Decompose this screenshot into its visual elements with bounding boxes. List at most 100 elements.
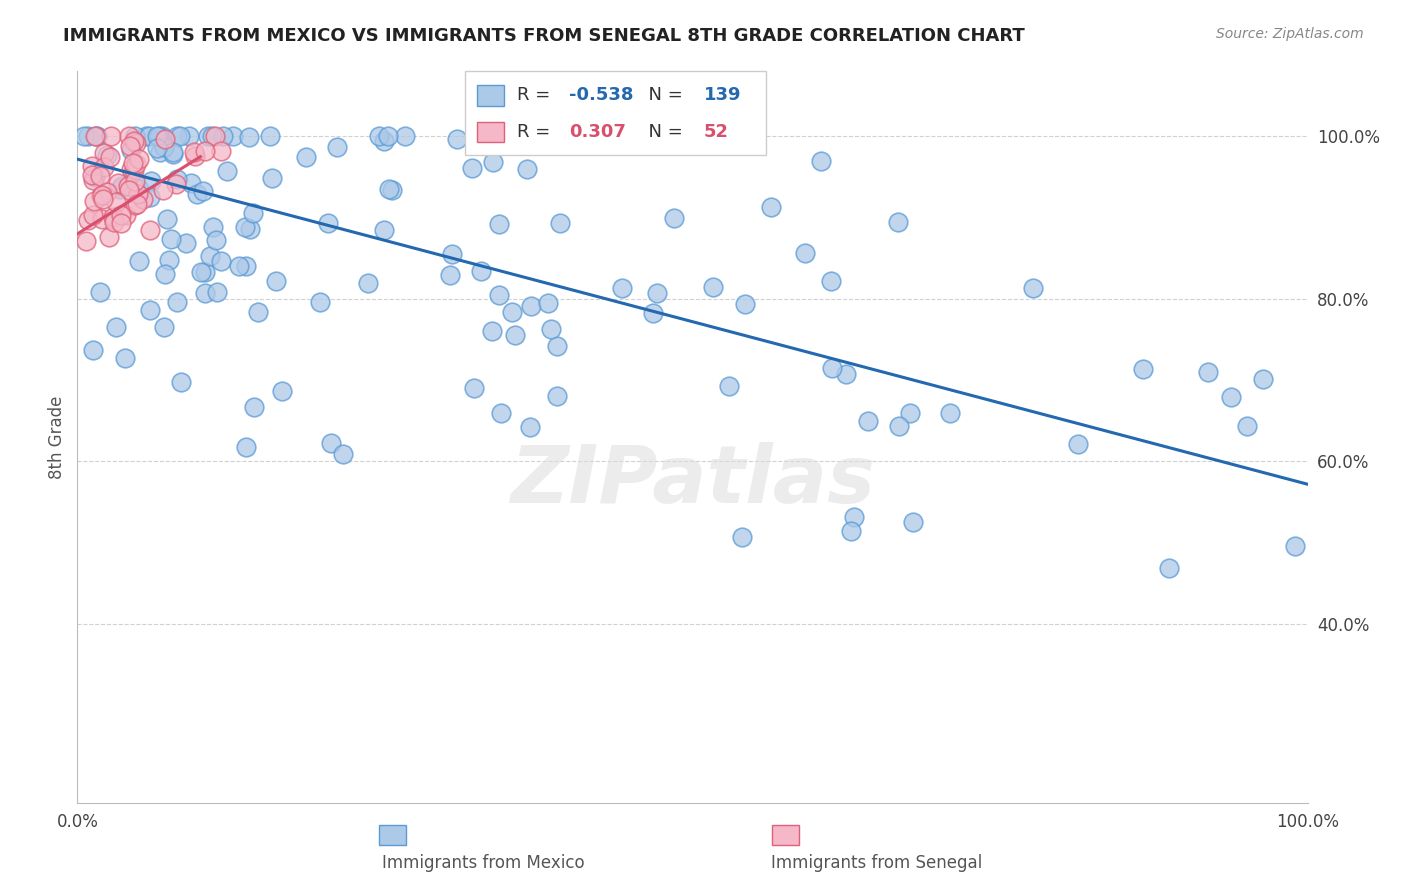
Point <box>222 129 245 144</box>
Point <box>174 235 197 250</box>
Point <box>104 320 127 334</box>
Point <box>82 172 104 186</box>
Point <box>373 223 395 237</box>
Text: -0.538: -0.538 <box>569 87 634 104</box>
Point <box>138 223 160 237</box>
Point <box>820 274 842 288</box>
Point <box>190 265 212 279</box>
Point <box>82 208 104 222</box>
Point <box>110 208 132 222</box>
Point <box>191 185 214 199</box>
FancyBboxPatch shape <box>477 122 505 143</box>
Point <box>162 145 184 159</box>
Point <box>183 145 205 159</box>
FancyBboxPatch shape <box>378 825 406 846</box>
Point <box>91 192 114 206</box>
Point <box>246 305 269 319</box>
Point <box>124 163 146 178</box>
Point <box>239 222 262 236</box>
Point <box>100 129 122 144</box>
Point <box>96 185 118 199</box>
Point <box>146 141 169 155</box>
Point <box>194 286 217 301</box>
Point <box>489 406 512 420</box>
Point <box>233 220 256 235</box>
Text: ZIPatlas: ZIPatlas <box>510 442 875 520</box>
Point <box>463 381 485 395</box>
Point <box>104 195 127 210</box>
Point <box>90 211 112 226</box>
Point <box>179 129 201 144</box>
Point <box>103 215 125 229</box>
Point <box>204 233 226 247</box>
Point <box>842 509 865 524</box>
Point <box>939 406 962 420</box>
Point <box>120 161 142 176</box>
Point <box>446 132 468 146</box>
Point <box>201 129 224 144</box>
Point <box>96 147 118 161</box>
Point <box>165 178 187 192</box>
Point <box>461 161 484 175</box>
Point <box>80 168 103 182</box>
Point <box>228 260 250 274</box>
Point <box>204 129 226 144</box>
Point <box>153 319 176 334</box>
Point <box>184 149 207 163</box>
Point <box>166 171 188 186</box>
Point <box>488 217 510 231</box>
Point <box>368 129 391 144</box>
Point <box>1066 437 1088 451</box>
Point <box>498 129 520 144</box>
Point <box>215 164 238 178</box>
Point <box>519 299 541 313</box>
Point <box>207 285 229 299</box>
Point <box>155 267 177 281</box>
Point <box>546 339 568 353</box>
Point <box>153 140 176 154</box>
Point <box>90 189 112 203</box>
Point <box>357 276 380 290</box>
Text: 0.307: 0.307 <box>569 123 626 141</box>
Point <box>180 176 202 190</box>
Point <box>440 247 463 261</box>
Point <box>821 361 844 376</box>
Point <box>127 186 149 201</box>
Point <box>162 147 184 161</box>
Point <box>128 253 150 268</box>
Point <box>332 447 354 461</box>
Point <box>89 169 111 183</box>
Point <box>1284 539 1306 553</box>
Point <box>839 524 862 539</box>
Point <box>1159 561 1181 575</box>
Point <box>156 212 179 227</box>
Point <box>506 129 529 144</box>
Point <box>93 160 115 174</box>
Point <box>1132 361 1154 376</box>
Point <box>83 194 105 208</box>
Point <box>318 216 340 230</box>
Point <box>83 129 105 144</box>
Point <box>664 211 686 225</box>
Point <box>124 129 146 144</box>
Text: R =: R = <box>516 123 561 141</box>
Point <box>519 419 541 434</box>
Point <box>793 245 815 260</box>
Point <box>125 197 148 211</box>
Point <box>197 129 219 144</box>
Point <box>115 208 138 222</box>
Point <box>540 322 562 336</box>
Point <box>887 215 910 229</box>
Point <box>118 139 141 153</box>
Y-axis label: 8th Grade: 8th Grade <box>48 395 66 479</box>
Point <box>759 200 782 214</box>
Point <box>856 414 879 428</box>
Point <box>166 294 188 309</box>
FancyBboxPatch shape <box>772 825 800 846</box>
Point <box>135 129 157 144</box>
Point <box>86 129 108 144</box>
Point <box>150 129 173 144</box>
Point <box>148 145 170 159</box>
Point <box>702 280 724 294</box>
Point <box>100 150 122 164</box>
